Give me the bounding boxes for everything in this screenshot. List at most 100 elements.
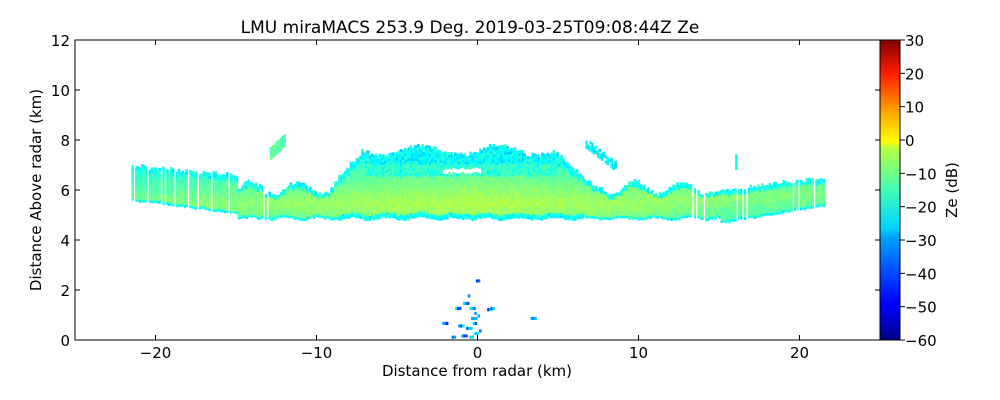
- reflectivity-cell: [595, 206, 598, 210]
- reflectivity-cell: [546, 215, 550, 219]
- reflectivity-cell: [351, 191, 355, 195]
- reflectivity-cell: [550, 205, 554, 209]
- reflectivity-cell: [343, 198, 347, 202]
- reflectivity-cell: [353, 164, 356, 168]
- reflectivity-cell: [413, 213, 416, 217]
- reflectivity-cell: [577, 200, 581, 204]
- reflectivity-cell: [195, 199, 198, 203]
- reflectivity-cell: [533, 173, 536, 177]
- reflectivity-cell: [322, 200, 326, 204]
- reflectivity-cell: [517, 215, 521, 219]
- reflectivity-cell: [421, 191, 424, 195]
- reflectivity-cell: [579, 176, 583, 180]
- reflectivity-cell: [415, 162, 418, 166]
- reflectivity-cell: [631, 214, 635, 218]
- reflectivity-cell: [542, 166, 546, 170]
- reflectivity-cell: [365, 197, 368, 201]
- reflectivity-cell: [465, 181, 469, 185]
- reflectivity-cell: [488, 203, 492, 207]
- reflectivity-cell: [490, 190, 494, 194]
- reflectivity-cell: [369, 182, 372, 186]
- reflectivity-cell: [517, 183, 521, 187]
- reflectivity-cell: [577, 188, 581, 192]
- reflectivity-cell: [483, 167, 486, 171]
- reflectivity-cell: [517, 155, 521, 159]
- reflectivity-cell: [519, 177, 523, 181]
- reflectivity-cell: [171, 181, 175, 185]
- reflectivity-cell: [430, 216, 434, 220]
- reflectivity-cell: [571, 180, 575, 184]
- reflectivity-cell: [158, 188, 161, 192]
- reflectivity-cell: [496, 186, 499, 190]
- reflectivity-cell: [461, 179, 465, 183]
- reflectivity-cell: [361, 176, 364, 180]
- reflectivity-cell: [212, 198, 215, 202]
- reflectivity-cell: [208, 203, 212, 207]
- reflectivity-cell: [336, 206, 339, 210]
- reflectivity-cell: [502, 212, 505, 216]
- reflectivity-cell: [467, 176, 470, 180]
- reflectivity-cell: [253, 211, 256, 215]
- reflectivity-cell: [581, 211, 584, 215]
- reflectivity-cell: [589, 213, 592, 217]
- reflectivity-cell: [454, 172, 457, 176]
- reflectivity-cell: [369, 210, 372, 214]
- reflectivity-cell: [587, 210, 590, 214]
- reflectivity-cell: [425, 172, 428, 176]
- reflectivity-cell: [345, 190, 349, 194]
- reflectivity-cell: [313, 198, 316, 202]
- reflectivity-cell: [540, 157, 544, 161]
- reflectivity-cell: [320, 212, 324, 216]
- reflectivity-cell: [336, 196, 339, 200]
- reflectivity-cell: [479, 213, 482, 217]
- reflectivity-cell: [492, 214, 496, 218]
- reflectivity-cell: [571, 177, 575, 181]
- reflectivity-cell: [388, 210, 391, 214]
- reflectivity-cell: [272, 209, 275, 213]
- reflectivity-cell: [282, 194, 285, 198]
- reflectivity-cell: [170, 179, 173, 183]
- reflectivity-cell: [539, 197, 542, 201]
- reflectivity-cell: [181, 173, 185, 177]
- reflectivity-cell: [166, 196, 169, 200]
- reflectivity-cell: [372, 170, 376, 174]
- reflectivity-cell: [417, 168, 420, 172]
- reflectivity-cell: [425, 195, 428, 199]
- reflectivity-cell: [540, 212, 544, 216]
- reflectivity-cell: [291, 202, 295, 206]
- reflectivity-cell: [477, 177, 480, 181]
- reflectivity-cell: [185, 186, 188, 190]
- reflectivity-cell: [372, 182, 376, 186]
- reflectivity-cell: [239, 208, 242, 212]
- reflectivity-cell: [218, 202, 221, 206]
- reflectivity-cell: [506, 146, 509, 150]
- reflectivity-cell: [471, 213, 474, 217]
- reflectivity-cell: [490, 150, 494, 154]
- reflectivity-cell: [467, 213, 470, 217]
- reflectivity-cell: [564, 167, 567, 171]
- reflectivity-cell: [440, 152, 443, 156]
- reflectivity-cell: [523, 163, 526, 167]
- reflectivity-cell: [394, 165, 397, 169]
- reflectivity-cell: [569, 203, 573, 207]
- reflectivity-cell: [417, 188, 420, 192]
- reflectivity-cell: [506, 188, 509, 192]
- reflectivity-cell: [363, 195, 366, 199]
- reflectivity-cell: [349, 192, 353, 196]
- reflectivity-cell: [560, 167, 563, 171]
- reflectivity-cell: [616, 192, 619, 196]
- reflectivity-cell: [150, 169, 154, 173]
- reflectivity-cell: [610, 211, 613, 215]
- reflectivity-cell: [369, 202, 372, 206]
- reflectivity-cell: [343, 206, 347, 210]
- reflectivity-cell: [568, 189, 571, 193]
- reflectivity-cell: [428, 188, 432, 192]
- reflectivity-cell: [573, 205, 577, 209]
- reflectivity-cell: [448, 192, 451, 196]
- reflectivity-cell: [539, 174, 542, 178]
- reflectivity-cell: [386, 166, 389, 170]
- reflectivity-cell: [566, 179, 569, 183]
- reflectivity-cell: [452, 177, 455, 181]
- reflectivity-cell: [494, 146, 498, 150]
- reflectivity-cell: [494, 168, 498, 172]
